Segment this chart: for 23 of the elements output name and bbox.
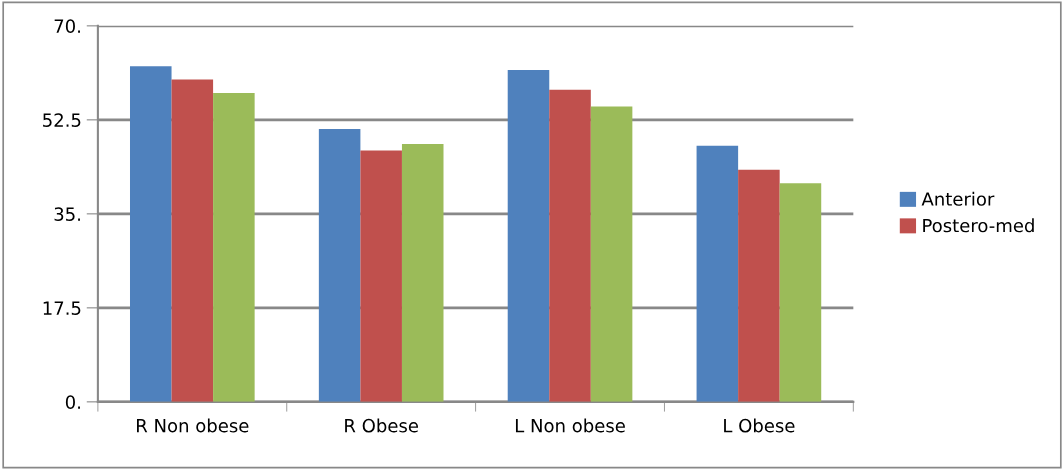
x-tick-label: L Non obese [515, 418, 625, 433]
bar [171, 79, 214, 402]
bar [213, 92, 255, 402]
x-tick-label: L Obese [724, 418, 795, 433]
bar [590, 106, 633, 402]
x-tick-label: R Non obese [137, 418, 249, 433]
bar [401, 144, 444, 402]
x-tick-label: R Obese [345, 418, 419, 433]
y-tick-label: 0. [65, 395, 80, 409]
y-tick-label: 70. [54, 19, 80, 33]
bar [129, 66, 172, 402]
y-tick-label: 52.5 [43, 113, 81, 127]
legend-label: Postero-med [923, 218, 1034, 233]
bar [549, 89, 591, 402]
bar [779, 183, 822, 402]
y-tick-label: 35. [54, 207, 80, 221]
legend-label: Anterior [921, 191, 995, 206]
bar [318, 128, 361, 402]
y-tick-label: 17.5 [43, 301, 81, 315]
bar [738, 169, 780, 402]
bar [507, 69, 550, 402]
bar [360, 150, 402, 402]
bar [696, 145, 739, 402]
